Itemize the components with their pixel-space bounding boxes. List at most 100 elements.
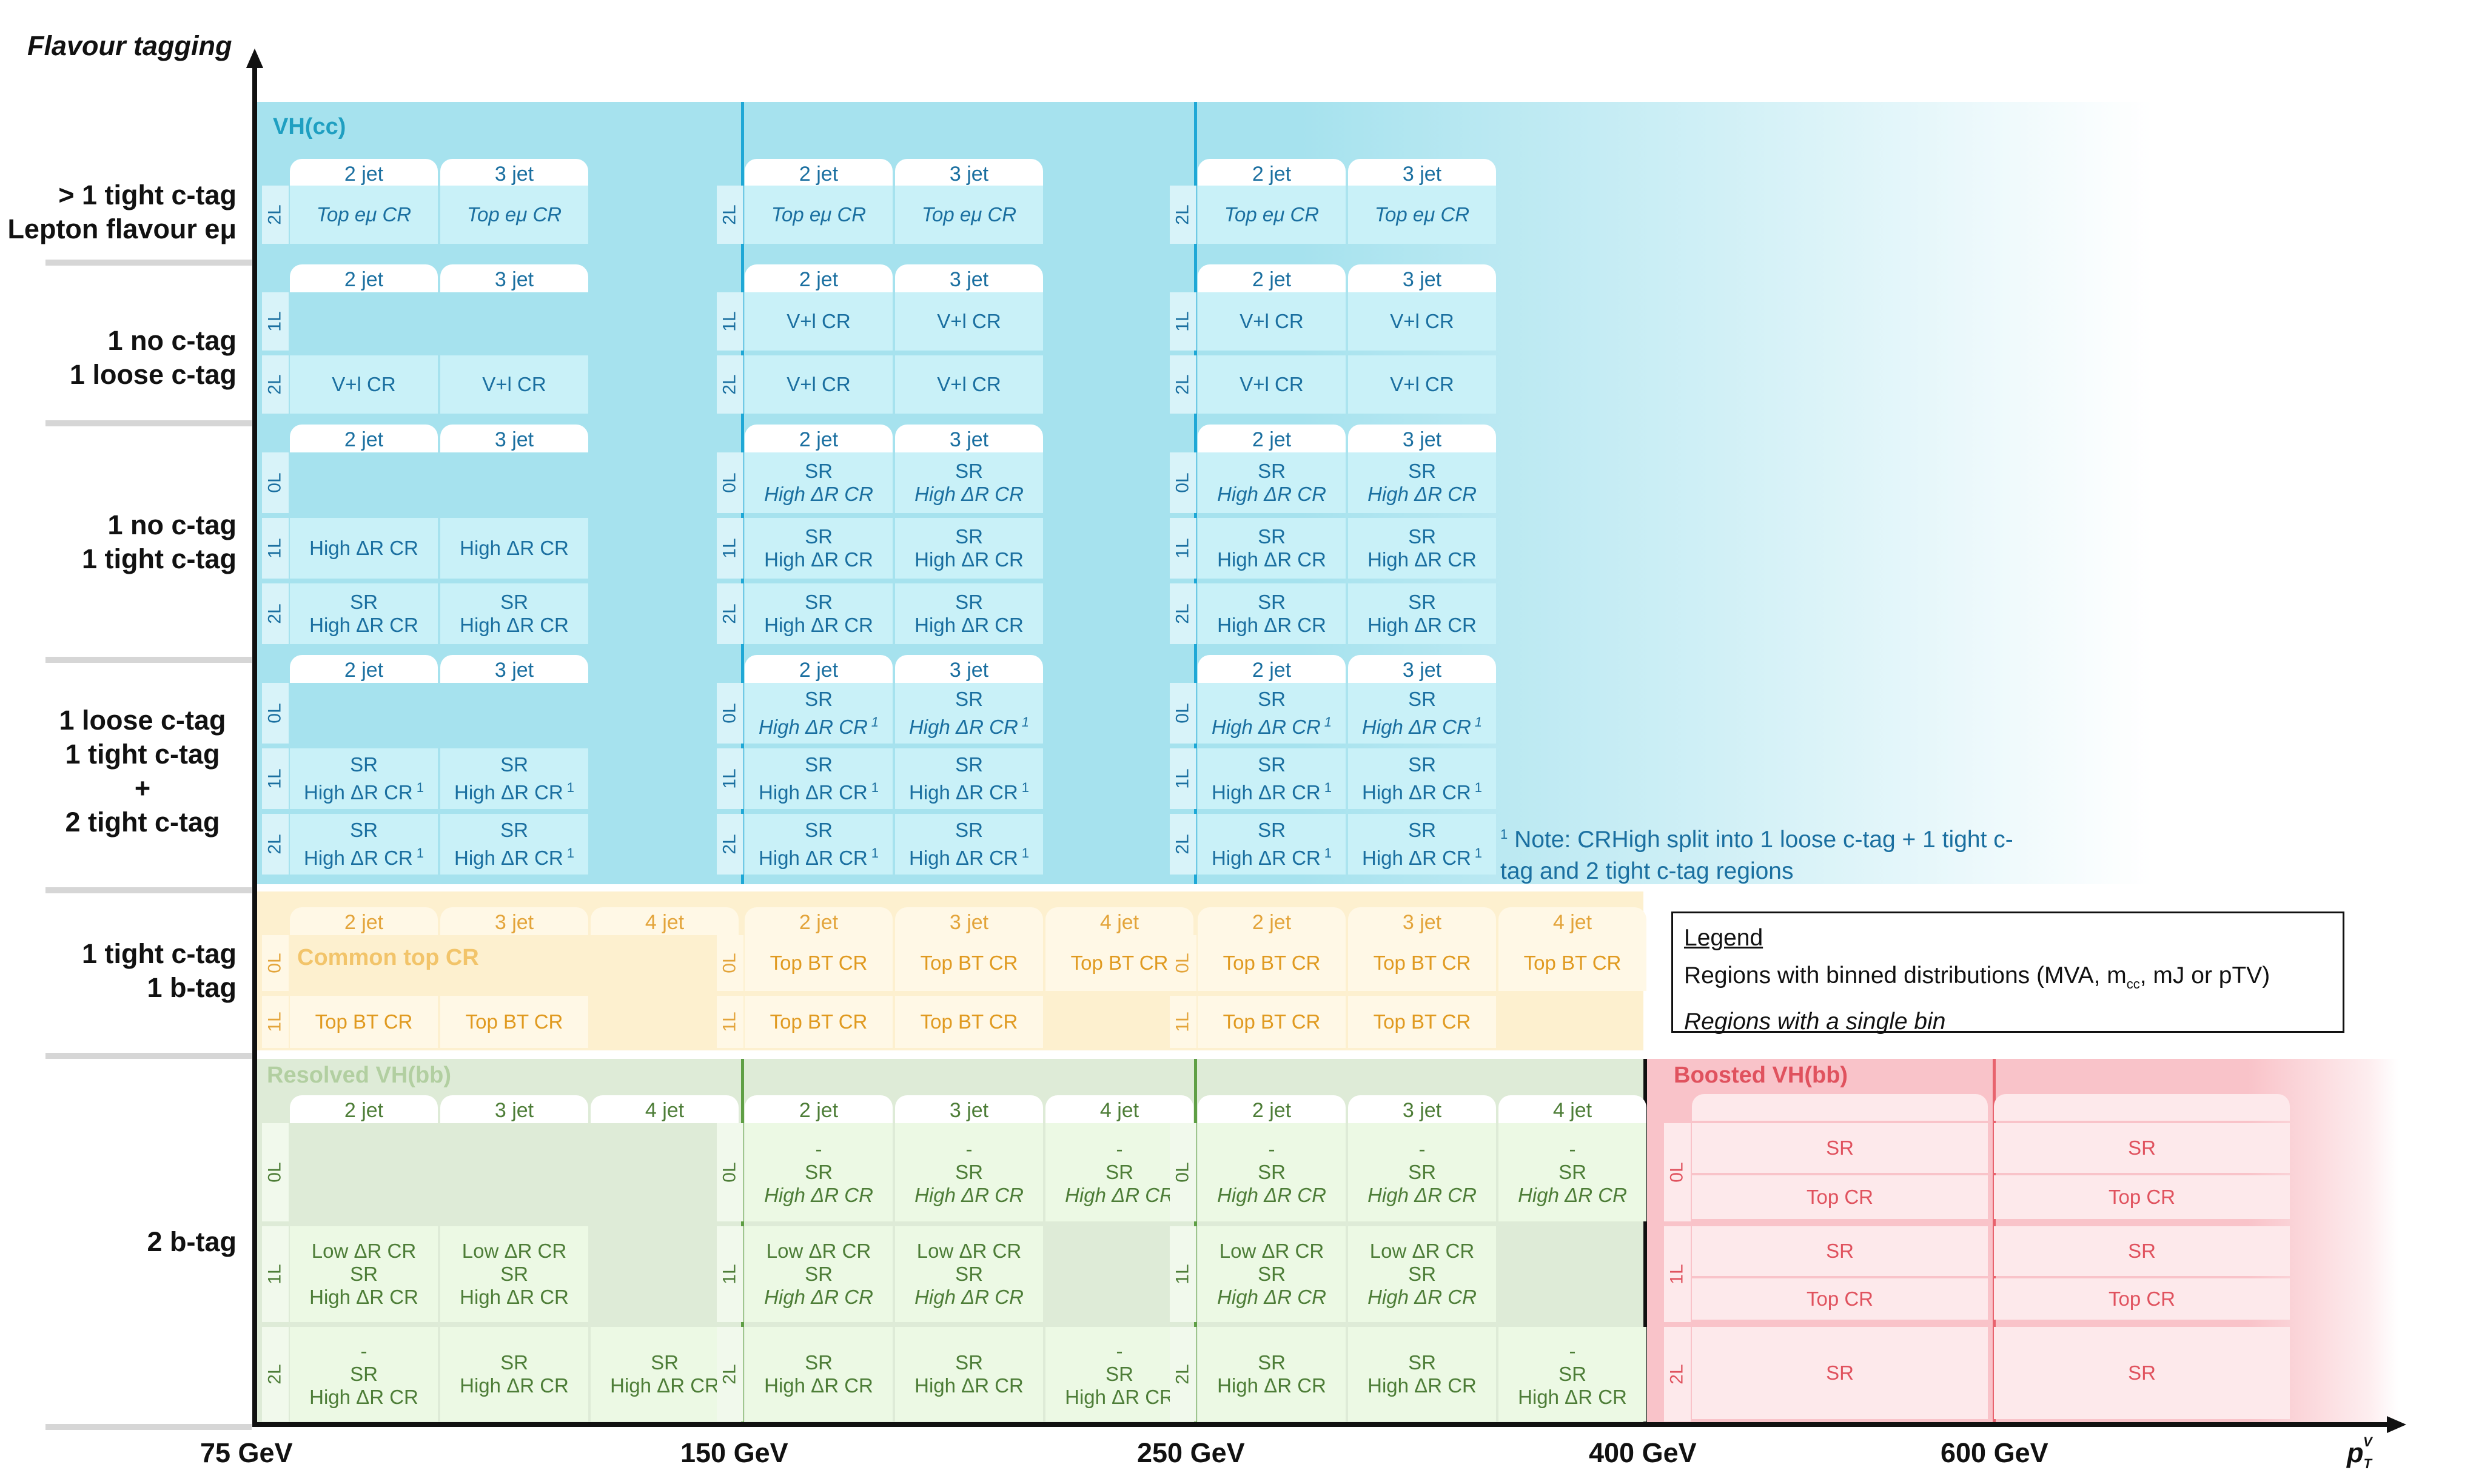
region-cell: High ΔR CR (440, 518, 588, 579)
footnote-ref: 1 (871, 845, 879, 861)
cell-line: SR (1408, 460, 1436, 482)
legend-title: Legend (1684, 925, 1763, 951)
region-cell: Top eμ CR (895, 186, 1043, 244)
jet-header: 4 jet (1045, 907, 1193, 935)
row-label-5b: 1 b-tag (147, 972, 237, 1003)
cell-line: SR (805, 525, 833, 548)
region-cell: Top BT CR (1198, 935, 1346, 991)
x-tick-400: 400 GeV (1589, 1437, 1697, 1468)
cell-line: High ΔR CR (1518, 1184, 1627, 1206)
region-cell: V+l CR (745, 355, 893, 414)
row-label-4a: 1 loose c-tag (59, 705, 226, 736)
jet-header: 2 jet (1198, 655, 1346, 683)
cell-line-fn: High ΔR CR 1 (1212, 776, 1332, 804)
region-cell: Top eμ CR (290, 186, 438, 244)
cell-line: V+l CR (1240, 310, 1304, 332)
cell-line: High ΔR CR (914, 1286, 1024, 1308)
region-cell: SR High ΔR CR 1 (745, 748, 893, 809)
x-tick-150: 150 GeV (680, 1437, 788, 1468)
row-label-2: 1 no c-tag 1 loose c-tag (70, 324, 237, 392)
cell-line: SR (1826, 1361, 1854, 1384)
cell-line: High ΔR CR (764, 548, 873, 571)
footnote-ref: 1 (1474, 780, 1482, 795)
cell-line: SR (2128, 1240, 2156, 1262)
region-cell: SR High ΔR CR 1 (1348, 814, 1496, 875)
cell-line: High ΔR CR (1217, 548, 1326, 571)
region-cell: Top BT CR (1348, 996, 1496, 1048)
region-cell: - SR High ΔR CR (1198, 1123, 1346, 1221)
cell-line: SR (500, 1263, 528, 1285)
cell-line-fn: High ΔR CR 1 (909, 776, 1029, 804)
legend-single-bin: Regions with a single bin (1684, 1008, 1946, 1035)
lepton-channel: 0L (1170, 1123, 1196, 1221)
region-cell: Top BT CR (895, 935, 1043, 991)
lepton-channel: 2L (1170, 186, 1196, 244)
lepton-channel: 0L (262, 1123, 289, 1221)
footnote-ref: 1 (1324, 780, 1332, 795)
footnote-ref: 1 (1474, 714, 1483, 730)
lepton-channel: 0L (262, 452, 289, 513)
region-cell: SR High ΔR CR (1348, 518, 1496, 579)
region-cell: Top BT CR (745, 935, 893, 991)
lepton-channel: 1L (1664, 1226, 1691, 1322)
row-label-6: 2 b-tag (147, 1225, 237, 1259)
cell-line: SR (1258, 753, 1286, 776)
jet-header: 3 jet (895, 1095, 1043, 1123)
region-cell: Top eμ CR (1348, 186, 1496, 244)
cell-line: SR (805, 1161, 833, 1183)
row-separator (45, 657, 252, 663)
cell-line: SR (500, 1351, 528, 1374)
cell-line: High ΔR CR (1065, 1386, 1174, 1408)
region-cell: SR High ΔR CR (591, 1327, 739, 1422)
cell-line: High ΔR CR (1217, 614, 1326, 636)
row-label-3: 1 no c-tag 1 tight c-tag (82, 508, 237, 576)
region-cell: SR High ΔR CR 1 (895, 748, 1043, 809)
region-cell: SR (1994, 1226, 2290, 1276)
cell-line: High ΔR CR (454, 847, 563, 869)
cell-line: High ΔR CR (1362, 781, 1471, 804)
cell-line: - (965, 1138, 973, 1160)
cell-line: SR (1408, 819, 1436, 841)
jet-header: 2 jet (290, 425, 438, 452)
cell-line: - (1116, 1138, 1123, 1160)
lepton-channel: 1L (262, 518, 289, 579)
cell-line: SR (955, 753, 983, 776)
region-cell: Top CR (1692, 1175, 1988, 1219)
footnote-ref: 1 (1324, 714, 1332, 730)
cell-line: SR (2128, 1361, 2156, 1384)
region-cell: SR High ΔR CR 1 (895, 814, 1043, 875)
cell-line: High ΔR CR (1518, 1386, 1627, 1408)
lepton-channel: 2L (1664, 1327, 1691, 1422)
jet-header: 3 jet (895, 264, 1043, 292)
boosted-vhbb-title: Boosted VH(bb) (1674, 1063, 1848, 1088)
jet-header: 2 jet (1198, 159, 1346, 187)
jet-header: 2 jet (1198, 1095, 1346, 1123)
region-cell: Low ΔR CR SR High ΔR CR (290, 1226, 438, 1322)
jet-header: 2 jet (745, 264, 893, 292)
row-label-5: 1 tight c-tag 1 b-tag (82, 937, 237, 1005)
cell-line: SR (1258, 591, 1286, 613)
cell-line: SR (350, 753, 378, 776)
cell-line: V+l CR (937, 373, 1001, 395)
region-cell: - SR High ΔR CR (1348, 1123, 1496, 1221)
cell-line-fn: High ΔR CR 1 (759, 711, 879, 739)
jet-header: 4 jet (1498, 1095, 1646, 1123)
cell-line: Top CR (1806, 1288, 1874, 1310)
cell-line: High ΔR CR (914, 614, 1024, 636)
cell-line: SR (1258, 688, 1286, 710)
lepton-channel: 1L (1170, 1226, 1196, 1322)
row-label-4c: + (134, 773, 151, 804)
row-label-1b: Lepton flavour eμ (7, 213, 237, 244)
cell-line: High ΔR CR (764, 1184, 873, 1206)
lepton-channel: 1L (262, 1226, 289, 1322)
cell-line: High ΔR CR (1217, 1374, 1326, 1397)
cell-line: High ΔR CR (908, 716, 1018, 738)
region-cell: SR High ΔR CR (1198, 1327, 1346, 1422)
cell-line: High ΔR CR (460, 1286, 569, 1308)
cell-line: - (1569, 1340, 1576, 1362)
cell-line: High ΔR CR (764, 483, 873, 505)
region-cell: Top eμ CR (440, 186, 588, 244)
region-cell: V+l CR (745, 292, 893, 351)
region-cell: Top CR (1692, 1278, 1988, 1320)
jet-header: 3 jet (1348, 1095, 1496, 1123)
